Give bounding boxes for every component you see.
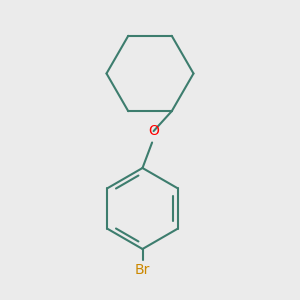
Text: Br: Br [135, 263, 150, 278]
Text: O: O [148, 124, 159, 138]
